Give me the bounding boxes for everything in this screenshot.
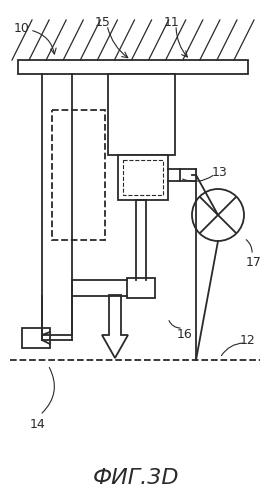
Text: 11: 11 — [164, 16, 180, 28]
Text: 13: 13 — [212, 166, 228, 178]
Bar — [52, 110, 105, 240]
Bar — [127, 278, 155, 298]
Circle shape — [192, 189, 244, 241]
Bar — [123, 160, 163, 195]
Bar — [22, 328, 50, 348]
Bar — [18, 60, 248, 74]
Text: 17: 17 — [246, 256, 262, 268]
Text: ФИГ.3D: ФИГ.3D — [93, 468, 179, 488]
Text: 10: 10 — [14, 22, 30, 35]
Bar — [118, 155, 168, 200]
Bar — [108, 74, 175, 155]
Text: 14: 14 — [30, 418, 46, 432]
Polygon shape — [102, 295, 128, 358]
Text: 15: 15 — [95, 16, 111, 28]
Text: 12: 12 — [240, 334, 256, 346]
Text: 16: 16 — [177, 328, 193, 342]
